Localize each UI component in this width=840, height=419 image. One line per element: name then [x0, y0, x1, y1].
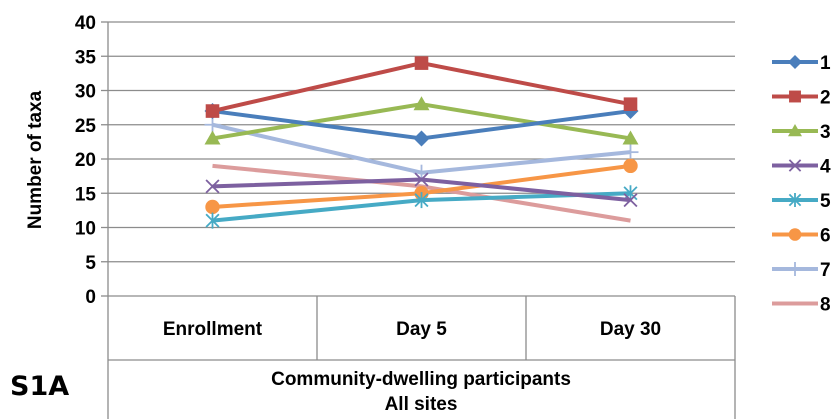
- y-axis-ticks: 0 5 10 15 20 25 30 35 40: [75, 13, 108, 308]
- legend-item-7: 7: [772, 260, 831, 281]
- legend-label: 6: [820, 226, 831, 247]
- y-tick-label: 40: [75, 13, 96, 34]
- data-point: [788, 124, 802, 137]
- data-point: [622, 130, 639, 145]
- data-point: [205, 199, 220, 215]
- data-point: [414, 192, 429, 209]
- legend-label: 5: [820, 191, 831, 212]
- y-axis-label: Number of taxa: [25, 90, 46, 229]
- data-point: [623, 97, 638, 111]
- data-point: [623, 193, 638, 208]
- data-point: [622, 144, 639, 161]
- y-tick-label: 35: [75, 47, 97, 68]
- data-point: [788, 193, 802, 207]
- data-point: [623, 158, 638, 174]
- data-point: [205, 212, 220, 229]
- data-point: [414, 172, 429, 187]
- legend-label: 3: [820, 122, 831, 143]
- legend-label: 7: [820, 260, 831, 281]
- x-axis-label-line1: Community-dwelling participants: [271, 369, 571, 390]
- legend-item-2: 2: [772, 88, 831, 109]
- legend-label: 4: [820, 157, 831, 178]
- panel-label: S1A: [10, 371, 69, 402]
- plot-frame: [107, 22, 736, 419]
- y-tick-label: 20: [75, 150, 96, 171]
- data-point: [204, 116, 221, 133]
- series-lines: [204, 56, 639, 229]
- data-point: [788, 55, 802, 69]
- series-4: [205, 172, 638, 208]
- y-tick-label: 10: [75, 219, 96, 240]
- data-point: [788, 159, 802, 172]
- series-3: [204, 96, 639, 145]
- data-point: [789, 90, 801, 103]
- data-point: [788, 262, 802, 276]
- y-tick-label: 30: [75, 82, 96, 103]
- legend-item-4: 4: [772, 157, 831, 178]
- series-2: [205, 56, 638, 118]
- legend-item-6: 6: [772, 226, 831, 247]
- data-point: [205, 179, 220, 194]
- legend-label: 1: [820, 53, 831, 74]
- data-point: [204, 130, 221, 145]
- y-tick-label: 5: [85, 253, 96, 274]
- legend-item-1: 1: [772, 53, 831, 74]
- data-point: [414, 56, 429, 70]
- y-tick-label: 15: [75, 184, 97, 205]
- legend: 1 2 3 4 5 6 7 8: [772, 53, 831, 316]
- legend-label: 8: [820, 295, 831, 316]
- legend-item-3: 3: [772, 122, 831, 143]
- x-tick-label: Enrollment: [163, 319, 263, 340]
- data-point: [413, 96, 430, 111]
- y-tick-label: 0: [85, 287, 96, 308]
- legend-label: 2: [820, 88, 831, 109]
- legend-item-5: 5: [772, 191, 831, 212]
- data-point: [788, 228, 802, 241]
- legend-item-8: 8: [772, 295, 831, 316]
- data-point: [413, 130, 430, 147]
- y-tick-label: 25: [75, 116, 97, 137]
- x-tick-label: Day 30: [600, 319, 661, 340]
- data-point: [205, 104, 220, 118]
- x-axis-label-line2: All sites: [385, 394, 458, 415]
- x-tick-label: Day 5: [396, 319, 447, 340]
- x-axis-categories: Enrollment Day 5 Day 30: [163, 319, 661, 340]
